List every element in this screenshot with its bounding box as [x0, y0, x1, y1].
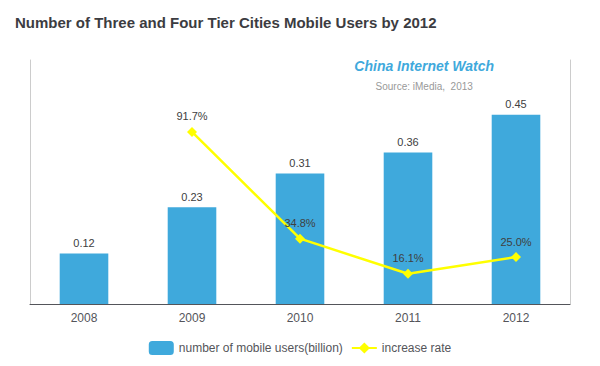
svg-text:2008: 2008 [71, 311, 98, 325]
svg-text:Number of Three and Four Tier: Number of Three and Four Tier Cities Mob… [15, 14, 437, 31]
svg-text:2012: 2012 [503, 311, 530, 325]
svg-text:34.8%: 34.8% [284, 217, 315, 229]
svg-text:0.45: 0.45 [505, 98, 526, 110]
svg-text:0.36: 0.36 [397, 136, 418, 148]
svg-text:2011: 2011 [395, 311, 421, 325]
svg-text:0.12: 0.12 [73, 237, 94, 249]
svg-text:Source: iMedia, 2013: Source: iMedia, 2013 [376, 81, 474, 92]
svg-text:2009: 2009 [179, 311, 206, 325]
svg-text:2010: 2010 [287, 311, 314, 325]
svg-text:0.31: 0.31 [289, 157, 310, 169]
svg-text:China Internet Watch: China Internet Watch [354, 58, 494, 74]
svg-text:increase rate: increase rate [382, 341, 452, 355]
svg-text:0.23: 0.23 [181, 191, 202, 203]
svg-text:16.1%: 16.1% [392, 252, 423, 264]
svg-text:91.7%: 91.7% [176, 110, 207, 122]
svg-text:number of mobile users(billion: number of mobile users(billion) [179, 341, 343, 355]
svg-text:25.0%: 25.0% [500, 236, 531, 248]
